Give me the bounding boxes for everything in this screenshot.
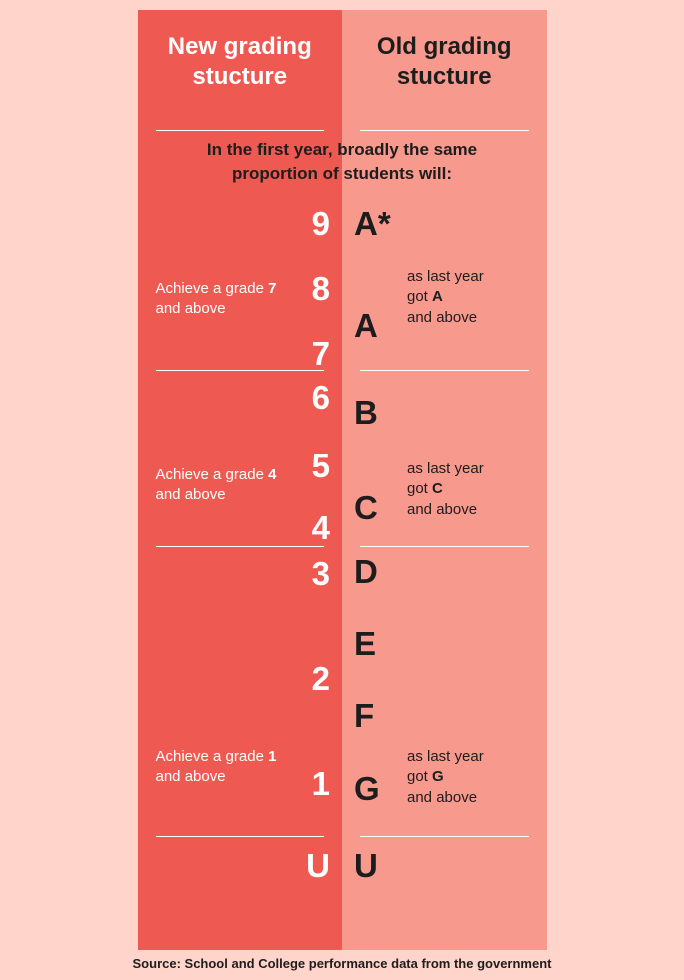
grading-infographic: New grading stucture 9 8 7 Achieve a grade … — [138, 10, 547, 950]
old-grade-D: D — [354, 555, 378, 588]
note-right-1: as last yeargot Cand above — [407, 459, 535, 520]
new-grade-5: 5 — [312, 449, 330, 482]
new-grade-4: 4 — [312, 511, 330, 544]
section-right-2: D E F Gas last yeargot Gand above — [342, 547, 547, 837]
header-underline-left — [156, 130, 325, 131]
divider-left-2 — [156, 836, 325, 837]
note-left-1: Achieve a grade 4 and above — [156, 465, 296, 506]
header-new: New grading stucture — [138, 10, 343, 130]
note-right-2: as last yeargot Gand above — [407, 747, 535, 808]
divider-left-1 — [156, 546, 325, 547]
new-grade-8: 8 — [312, 272, 330, 305]
new-grade-9: 9 — [312, 207, 330, 240]
old-grade-B: B — [354, 396, 378, 429]
section-left-1: 6 5 4 Achieve a grade 4 and above — [138, 371, 343, 547]
body-right: A* Aas last yeargot Aand above B Cas last y… — [342, 199, 547, 950]
divider-left-0 — [156, 370, 325, 371]
new-grade-3: 3 — [312, 557, 330, 590]
source-line: Source: School and College performance d… — [82, 956, 602, 971]
old-grade-E: E — [354, 627, 376, 660]
new-grade-6: 6 — [312, 381, 330, 414]
u-row-right: U — [342, 837, 547, 893]
old-grade-C: C — [354, 491, 378, 524]
divider-right-1 — [360, 546, 529, 547]
old-grade-Astar: A* — [354, 207, 391, 240]
old-grade-U: U — [354, 849, 378, 882]
new-grade-U: U — [306, 849, 330, 882]
note-left-2: Achieve a grade 1 and above — [156, 747, 296, 788]
note-right-0: as last yeargot Aand above — [407, 267, 535, 328]
new-grade-2: 2 — [312, 662, 330, 695]
subtitle: In the first year, broadly the same prop… — [138, 138, 547, 186]
section-right-0: A* Aas last yeargot Aand above — [342, 199, 547, 371]
new-grade-7: 7 — [312, 337, 330, 370]
section-right-1: B Cas last yeargot Cand above — [342, 371, 547, 547]
section-left-0: 9 8 7 Achieve a grade 7 and above — [138, 199, 343, 371]
old-grade-G: G — [354, 772, 380, 805]
divider-right-2 — [360, 836, 529, 837]
divider-right-0 — [360, 370, 529, 371]
body-left: 9 8 7 Achieve a grade 7 and above 6 5 4 Achieve… — [138, 199, 343, 950]
header-old: Old grading stucture — [342, 10, 547, 130]
u-row-left: U — [138, 837, 343, 893]
section-left-2: 3 2 1 Achieve a grade 1 and above — [138, 547, 343, 837]
old-grade-F: F — [354, 699, 374, 732]
header-underline-right — [360, 130, 529, 131]
new-grade-1: 1 — [312, 767, 330, 800]
note-left-0: Achieve a grade 7 and above — [156, 279, 296, 320]
old-grade-A: A — [354, 309, 378, 342]
